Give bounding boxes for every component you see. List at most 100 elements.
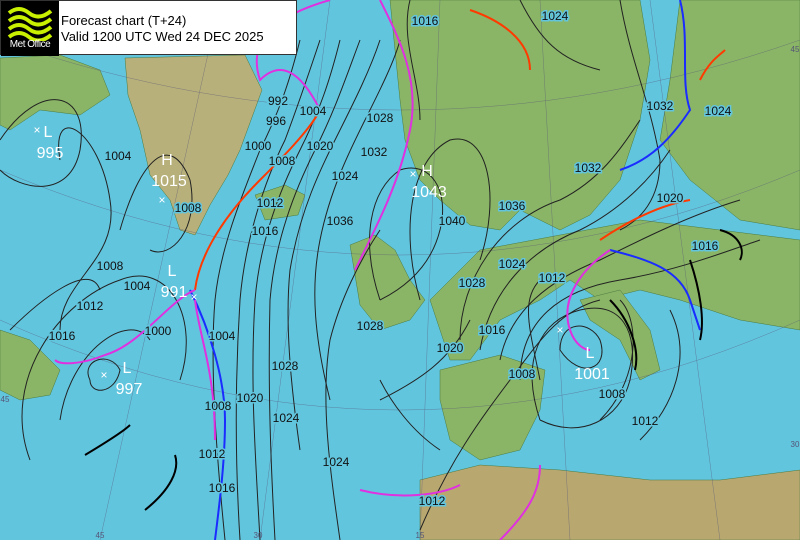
isobar-label: 1004 xyxy=(124,279,151,293)
centre-type: L xyxy=(168,263,177,280)
isobar xyxy=(519,0,601,71)
chart-header: Met Office Forecast chart (T+24) Valid 1… xyxy=(0,0,297,56)
centre-type: L xyxy=(44,124,53,141)
grid-label: 45 xyxy=(791,45,800,54)
pressure-centre-L: × L 995 xyxy=(33,123,63,162)
centre-type: H xyxy=(161,152,173,169)
isobar-label: 992 xyxy=(268,94,288,108)
centre-cross-icon: × xyxy=(33,123,40,137)
isobar xyxy=(9,278,101,331)
land-iberia xyxy=(439,354,546,461)
isobar-label: 1028 xyxy=(459,276,486,290)
centre-cross-icon: × xyxy=(190,290,197,304)
cold-front xyxy=(189,289,227,540)
isobar xyxy=(119,154,193,253)
isobar xyxy=(479,149,671,351)
isobar-label: 1020 xyxy=(307,139,334,153)
land-africa xyxy=(419,464,800,540)
warm-front xyxy=(699,49,726,81)
isobar-label: 1032 xyxy=(647,99,674,113)
isobar-label: 1024 xyxy=(499,257,526,271)
warm-front xyxy=(599,199,691,241)
isobar xyxy=(619,0,661,231)
isobar-label: 1028 xyxy=(272,359,299,373)
pressure-centre-H: × H 1015 xyxy=(151,152,187,207)
centre-value: 991 xyxy=(161,284,188,301)
pressure-centre-L: × L 1001 xyxy=(556,323,609,383)
isobar-label: 1028 xyxy=(367,111,394,125)
isobar-label: 1012 xyxy=(419,494,446,508)
isobar xyxy=(287,39,381,451)
isobar xyxy=(409,138,491,301)
pressure-centre-L: × L 991 xyxy=(161,263,198,304)
isobar xyxy=(379,319,471,401)
isobar-label: 1016 xyxy=(49,329,76,343)
land-greenland xyxy=(124,54,263,236)
isobar-label: 1008 xyxy=(269,154,296,168)
isobar xyxy=(87,358,121,391)
centre-value: 995 xyxy=(37,145,64,162)
centre-type: H xyxy=(421,163,433,180)
isobar-label: 1020 xyxy=(437,341,464,355)
chart-title: Forecast chart (T+24) xyxy=(61,13,187,28)
isobar xyxy=(252,39,341,540)
isobar-label: 996 xyxy=(266,114,286,128)
isobar xyxy=(599,299,634,421)
isobar-label: 1036 xyxy=(327,214,354,228)
land-europe xyxy=(429,219,800,361)
isobars xyxy=(0,0,761,540)
isobar-label: 1020 xyxy=(657,191,684,205)
cold-front xyxy=(609,249,701,331)
occluded-front xyxy=(359,464,541,540)
isobar-label: 1016 xyxy=(412,14,439,28)
land-uk xyxy=(349,234,426,331)
isobar-label: 1020 xyxy=(237,391,264,405)
warm-front xyxy=(469,9,531,71)
centre-value: 1043 xyxy=(411,184,447,201)
isobar-label: 1024 xyxy=(542,9,569,23)
centre-cross-icon: × xyxy=(100,368,107,382)
isobar xyxy=(459,119,641,341)
isobar-label: 1012 xyxy=(539,271,566,285)
trough-line xyxy=(719,229,743,261)
isobar-label: 1004 xyxy=(105,149,132,163)
centre-value: 1001 xyxy=(574,366,610,383)
isobar-label: 1040 xyxy=(439,214,466,228)
isobar-label: 1012 xyxy=(199,447,226,461)
met-office-logo: Met Office xyxy=(1,1,59,56)
isobar-label: 1008 xyxy=(175,201,202,215)
isobar-label: 1032 xyxy=(361,145,388,159)
warm-front xyxy=(194,109,321,291)
isobar xyxy=(268,39,361,540)
grid-label: 30 xyxy=(254,531,263,540)
isobar-label: 1004 xyxy=(300,104,327,118)
centre-type: L xyxy=(123,360,132,377)
isobar-label: 1024 xyxy=(273,411,300,425)
isobar xyxy=(369,167,444,301)
centre-cross-icon: × xyxy=(409,167,416,181)
centre-type: L xyxy=(586,345,595,362)
isobar-label: 1024 xyxy=(323,455,350,469)
occluded-front xyxy=(566,249,611,351)
isobar xyxy=(559,325,603,369)
trough-line xyxy=(84,424,131,456)
isobar xyxy=(0,99,82,187)
trough-line xyxy=(144,454,178,511)
pressure-centre-L: × L 997 xyxy=(100,360,142,398)
isobar-label: 1028 xyxy=(357,319,384,333)
occluded-front xyxy=(54,289,196,365)
centre-cross-icon: × xyxy=(158,193,165,207)
isobar xyxy=(639,309,681,441)
isobar xyxy=(406,0,421,121)
isobar-label: 1008 xyxy=(205,399,232,413)
grid-labels: 45 30 15 45 45 30 xyxy=(1,45,800,540)
isobar-label: 1008 xyxy=(97,259,124,273)
isobar-label: 1016 xyxy=(479,323,506,337)
land-scandinavia xyxy=(389,0,651,231)
isobar xyxy=(499,199,741,361)
fronts xyxy=(54,0,743,540)
isobar-label: 1004 xyxy=(209,329,236,343)
centre-value: 1015 xyxy=(151,173,187,190)
